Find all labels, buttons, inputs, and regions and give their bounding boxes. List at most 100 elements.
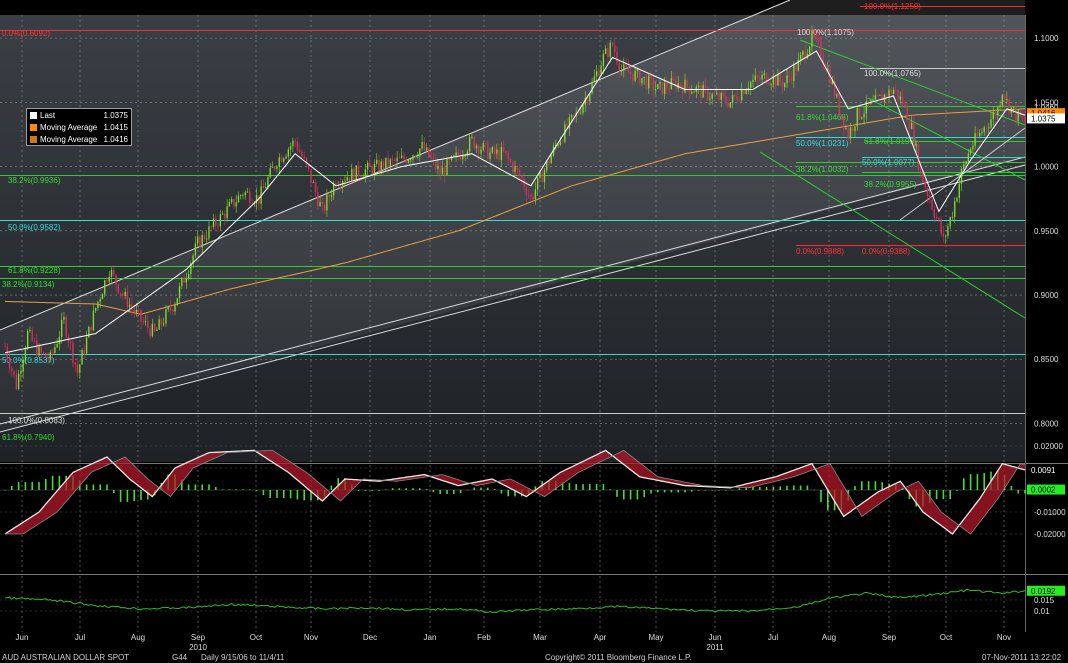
month-axis-label: Oct xyxy=(250,633,263,642)
month-axis-label: Aug xyxy=(822,633,836,642)
candle-body xyxy=(514,166,516,173)
candle-body xyxy=(475,145,478,149)
legend-label: Moving Average xyxy=(40,123,98,132)
macd-signal-line xyxy=(5,449,1026,535)
candle-body xyxy=(496,149,498,154)
candle-body xyxy=(183,277,185,283)
candle-body xyxy=(942,233,945,237)
candle-body xyxy=(42,352,45,354)
macd-histogram-bar xyxy=(85,484,88,490)
candle-body xyxy=(296,141,299,150)
macd-histogram-bar xyxy=(623,490,625,500)
macd-histogram-bar xyxy=(337,478,339,490)
macd-histogram-bar xyxy=(385,489,387,491)
candle-body xyxy=(403,155,405,160)
candle-body xyxy=(1001,94,1004,106)
candle-body xyxy=(97,301,99,308)
candle-body xyxy=(185,278,188,283)
candle-body xyxy=(793,65,795,81)
candle-body xyxy=(376,160,378,164)
candle-body xyxy=(865,101,868,114)
macd-tag-box xyxy=(1027,484,1065,495)
candle-body xyxy=(224,213,226,219)
macd-histogram-bar xyxy=(643,490,645,498)
macd-histogram-bar xyxy=(867,481,870,490)
candle-body xyxy=(215,218,217,226)
candle-body xyxy=(913,122,915,147)
candle-body xyxy=(944,235,947,237)
candle-body xyxy=(847,127,849,139)
candle-body xyxy=(181,277,183,287)
macd-histogram-bar xyxy=(500,490,503,494)
candle-body xyxy=(167,307,169,310)
candle-body xyxy=(854,126,856,131)
candle-body xyxy=(457,152,460,156)
indicator-tag-box xyxy=(1027,585,1065,596)
candle-body xyxy=(63,316,65,320)
candle-body xyxy=(548,161,550,164)
candle-body xyxy=(135,309,138,313)
candle-body xyxy=(589,93,591,102)
macd-histogram-bar xyxy=(942,490,945,500)
candle-body xyxy=(260,186,262,204)
candle-body xyxy=(845,127,847,129)
candle-body xyxy=(8,358,11,369)
candle-body xyxy=(20,371,22,374)
candle-body xyxy=(271,166,274,168)
candle-body xyxy=(704,84,707,88)
candle-body xyxy=(187,274,190,279)
candle-body xyxy=(310,169,312,183)
candle-body xyxy=(237,195,240,203)
macd-axis-tick: -0.01000 xyxy=(1034,508,1066,517)
candle-body xyxy=(534,189,537,199)
price-tag-partial: 1.0460 xyxy=(1034,103,1059,112)
macd-histogram-bar xyxy=(412,488,414,490)
candle-body xyxy=(1006,99,1008,101)
candle-body xyxy=(770,84,772,86)
candle-body xyxy=(557,144,559,146)
macd-histogram-bar xyxy=(820,490,822,503)
macd-histogram-bar xyxy=(31,482,33,490)
fibonacci-label: 50.0%(1.0231) xyxy=(796,139,849,148)
candle-body xyxy=(92,310,95,331)
candle-body xyxy=(530,195,532,197)
fibonacci-label: 0.0%(0.9388) xyxy=(862,247,910,256)
candle-body xyxy=(822,55,824,64)
trendline xyxy=(867,97,1026,181)
candle-body xyxy=(85,337,88,354)
footer-timestamp: 07-Nov-2011 13:22:02 xyxy=(982,653,1062,662)
candle-body xyxy=(833,80,836,97)
candle-body xyxy=(634,70,636,81)
candle-body xyxy=(382,161,385,170)
candle-body xyxy=(881,94,883,102)
candle-body xyxy=(908,121,911,129)
candle-body xyxy=(283,158,285,162)
legend-entry-ma2: Moving Average 1.0416 xyxy=(27,134,131,145)
candle-body xyxy=(414,155,416,157)
candle-body xyxy=(523,178,525,188)
candle-body xyxy=(997,107,999,116)
candle-body xyxy=(217,225,219,227)
candle-body xyxy=(33,340,36,342)
indicator-axis-tick: 0.015 xyxy=(1034,596,1055,605)
macd-histogram-bar xyxy=(446,490,448,494)
candle-body xyxy=(675,80,677,89)
candle-body xyxy=(527,195,530,197)
macd-histogram-bar xyxy=(289,490,292,499)
candle-body xyxy=(81,349,83,365)
candle-body xyxy=(536,177,539,190)
candle-body xyxy=(1015,107,1017,122)
candle-body xyxy=(713,93,716,95)
candle-body xyxy=(274,166,276,169)
macd-histogram-bar xyxy=(514,490,516,497)
candle-body xyxy=(582,104,584,113)
candle-body xyxy=(629,72,632,75)
candle-body xyxy=(788,75,790,77)
macd-histogram-bar xyxy=(813,489,815,491)
macd-histogram-bar xyxy=(364,490,367,491)
footer-security: AUD AUSTRALIAN DOLLAR SPOT xyxy=(2,653,130,662)
macd-histogram-bar xyxy=(949,490,951,500)
macd-histogram-bar xyxy=(45,478,47,490)
candle-body xyxy=(47,357,49,360)
candle-body xyxy=(29,329,31,331)
